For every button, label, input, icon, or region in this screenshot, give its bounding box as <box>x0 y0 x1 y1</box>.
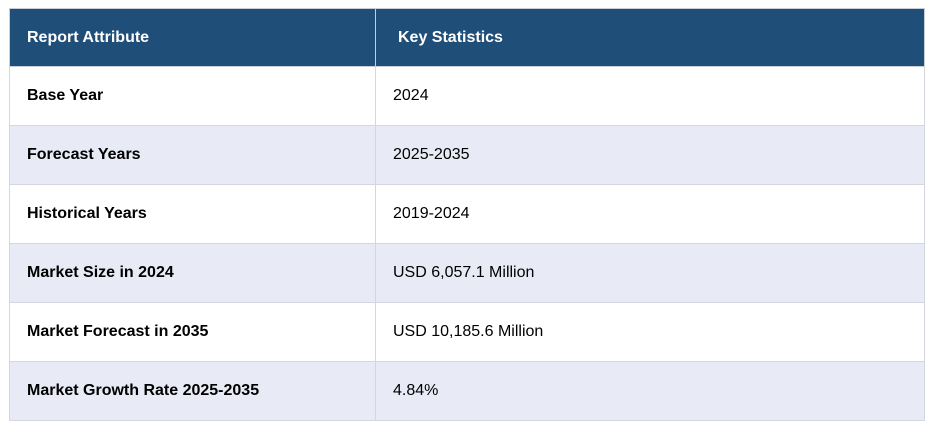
row-attribute: Base Year <box>9 66 376 126</box>
row-attribute: Historical Years <box>9 184 376 244</box>
row-value: USD 10,185.6 Million <box>375 302 925 362</box>
table-row: Forecast Years 2025-2035 <box>9 125 925 185</box>
header-key-statistics: Key Statistics <box>375 8 925 67</box>
report-statistics-table: Report Attribute Key Statistics Base Yea… <box>9 8 925 421</box>
table-body: Base Year 2024 Forecast Years 2025-2035 … <box>9 66 925 421</box>
row-value: USD 6,057.1 Million <box>375 243 925 303</box>
table-header: Report Attribute Key Statistics <box>9 8 925 67</box>
row-attribute: Market Size in 2024 <box>9 243 376 303</box>
table-row: Market Forecast in 2035 USD 10,185.6 Mil… <box>9 302 925 362</box>
header-report-attribute: Report Attribute <box>9 8 376 67</box>
table-row: Market Size in 2024 USD 6,057.1 Million <box>9 243 925 303</box>
table-row: Market Growth Rate 2025-2035 4.84% <box>9 361 925 421</box>
table-row: Historical Years 2019-2024 <box>9 184 925 244</box>
row-attribute: Market Forecast in 2035 <box>9 302 376 362</box>
row-value: 2024 <box>375 66 925 126</box>
row-attribute: Forecast Years <box>9 125 376 185</box>
row-attribute: Market Growth Rate 2025-2035 <box>9 361 376 421</box>
row-value: 2019-2024 <box>375 184 925 244</box>
row-value: 2025-2035 <box>375 125 925 185</box>
header-row: Report Attribute Key Statistics <box>9 8 925 67</box>
table-row: Base Year 2024 <box>9 66 925 126</box>
row-value: 4.84% <box>375 361 925 421</box>
